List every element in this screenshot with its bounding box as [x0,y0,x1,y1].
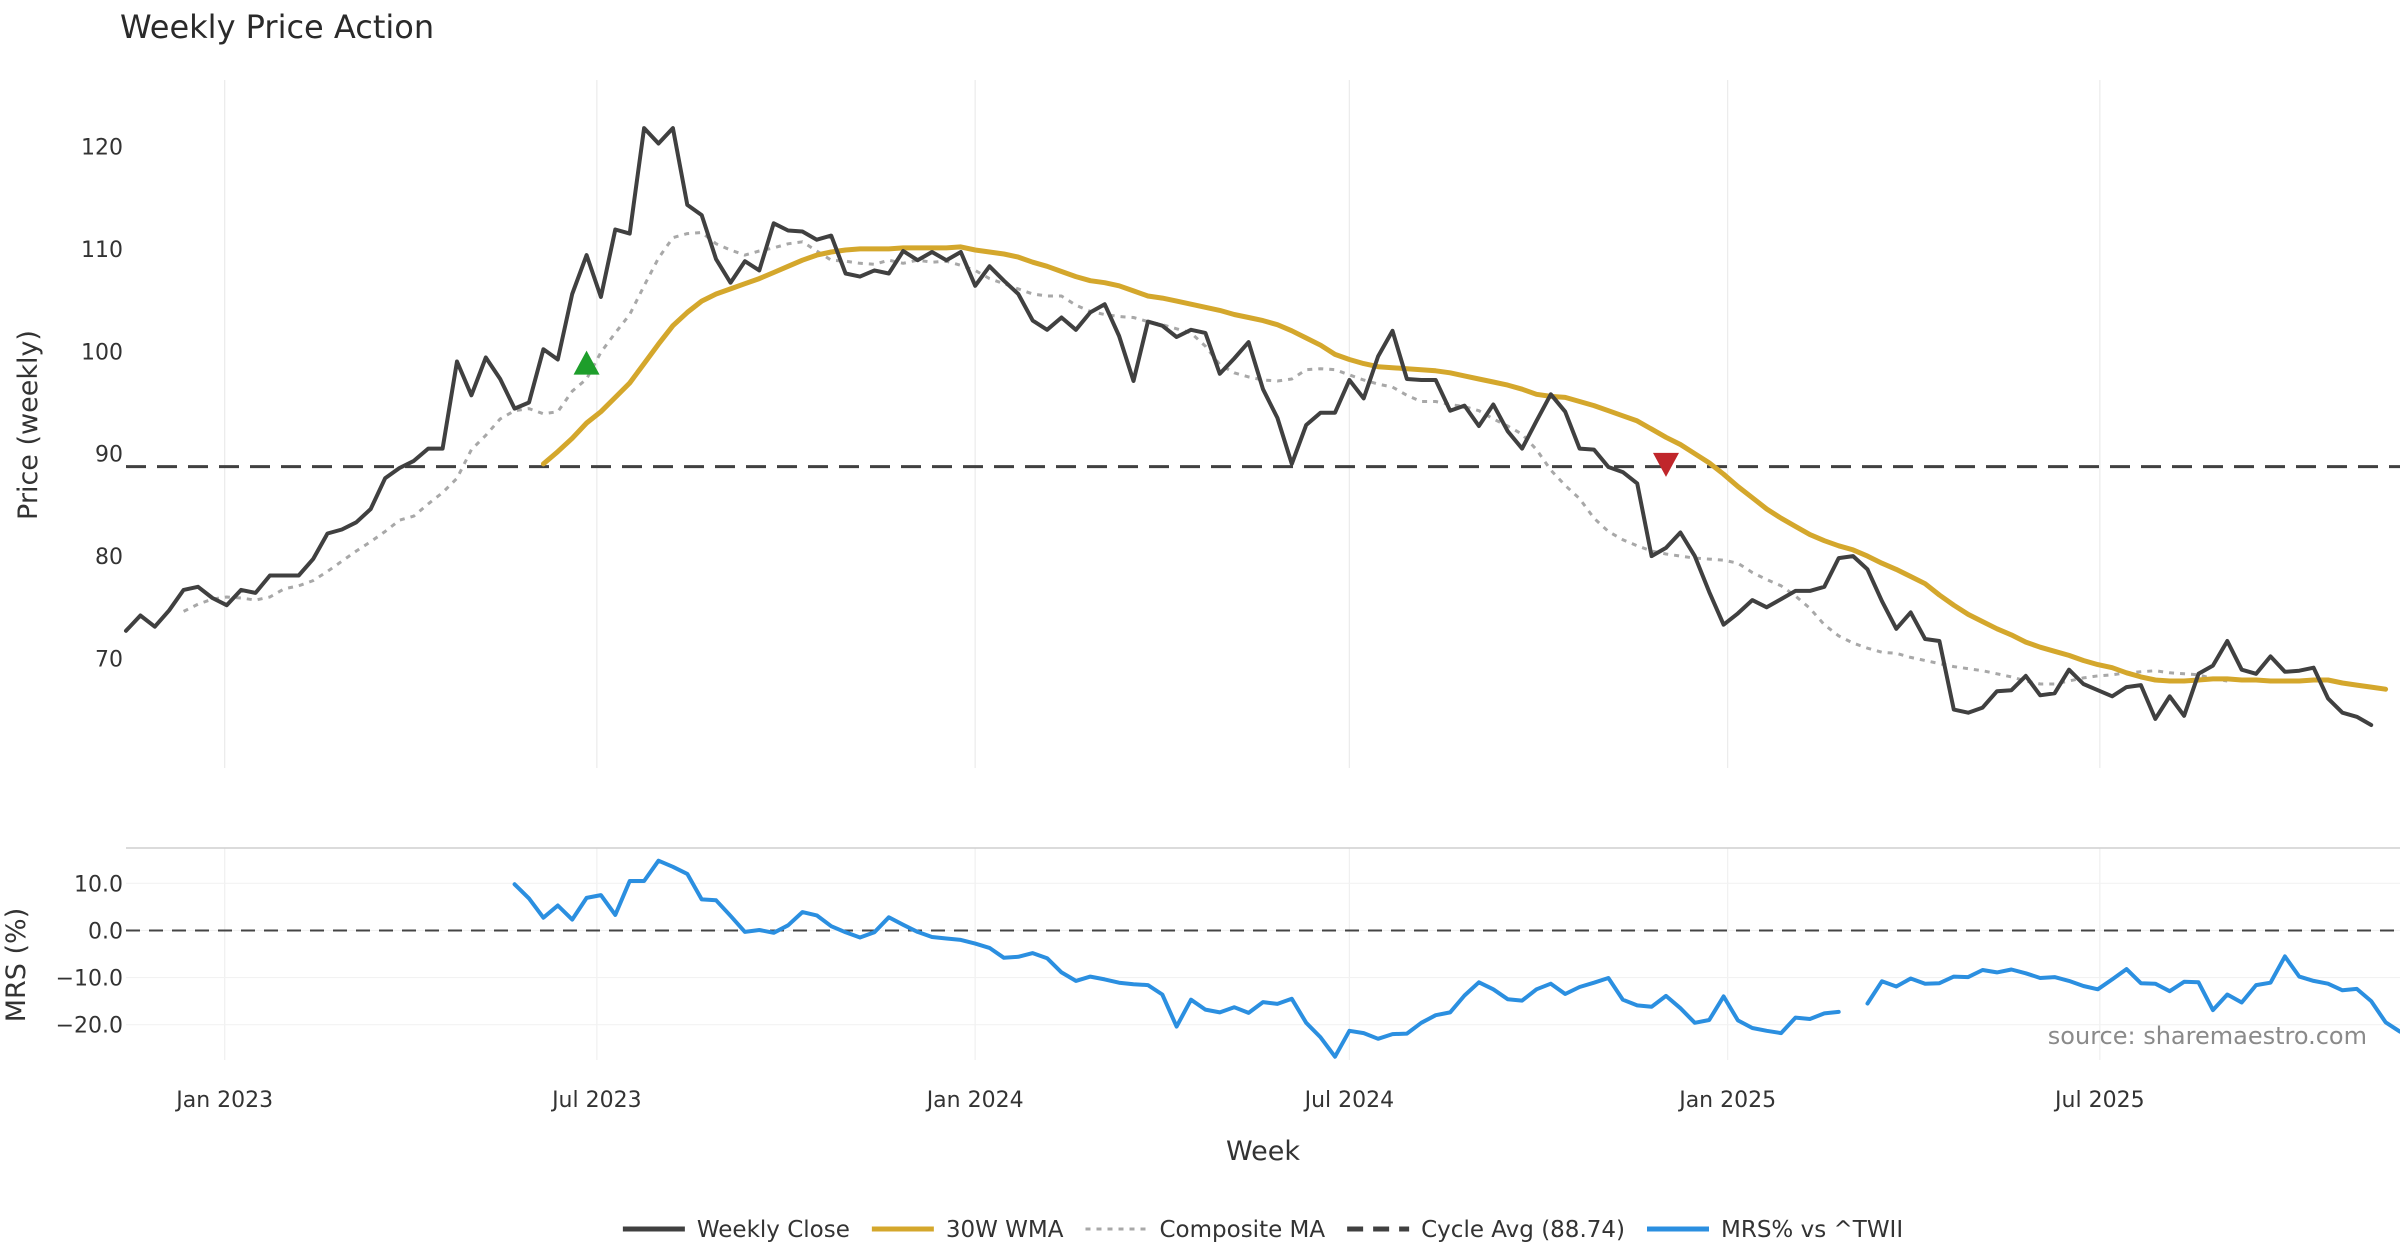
x-axis-title: Week [1226,1136,1300,1167]
mrs-y-axis: 10.0 0.0 −10.0 −20.0 [56,872,123,1038]
price-y-tick-label: 100 [81,340,123,365]
series-layer [124,126,2400,1059]
x-tick-label: Jul 2024 [1303,1088,1395,1113]
series-line-30w-wma [540,244,2389,692]
mrs-y-axis-title: MRS (%) [1,908,32,1023]
x-tick-label: Jan 2023 [174,1088,273,1113]
price-y-tick-label: 90 [95,443,123,468]
mrs-y-tick-label: −10.0 [56,967,123,992]
chart-title: Weekly Price Action [120,8,434,46]
mrs-y-tick-label: 0.0 [88,919,123,944]
buy-signal-marker [573,350,600,375]
x-tick-label: Jul 2025 [2053,1088,2145,1113]
price-y-tick-label: 80 [95,545,123,570]
price-y-axis: 70 80 90 100 110 120 [81,136,123,673]
series-line-composite-ma [182,231,2228,686]
legend-label: Weekly Close [697,1217,850,1243]
sell-signal-marker [1652,452,1679,477]
price-y-axis-title: Price (weekly) [13,330,44,520]
price-y-tick-label: 110 [81,238,123,263]
reference-lines [126,465,2400,932]
chart-legend: Weekly Close 30W WMA Composite MA Cycle Avg… [622,1217,1903,1243]
grid-lines [126,80,2400,1060]
x-tick-label: Jan 2024 [925,1088,1024,1113]
price-y-tick-label: 120 [81,136,123,161]
mrs-y-tick-label: −20.0 [56,1014,123,1039]
series-line-weekly-close [124,126,2374,727]
source-note: source: sharemaestro.com [2048,1022,2367,1050]
x-tick-label: Jul 2023 [550,1088,642,1113]
x-axis: Jan 2023 Jul 2023 Jan 2024 Jul 2024 Jan 2025… [174,1088,2144,1113]
legend-label: MRS% vs ^TWII [1721,1217,1903,1243]
legend-label: 30W WMA [946,1217,1064,1243]
signal-markers [573,350,1679,477]
price-y-tick-label: 70 [95,647,123,672]
legend-label: Composite MA [1159,1217,1325,1243]
legend-label: Cycle Avg (88.74) [1421,1217,1625,1243]
mrs-y-tick-label: 10.0 [74,872,123,897]
series-line-mrs-vs-twii [512,858,2400,1059]
x-tick-label: Jan 2025 [1677,1088,1776,1113]
